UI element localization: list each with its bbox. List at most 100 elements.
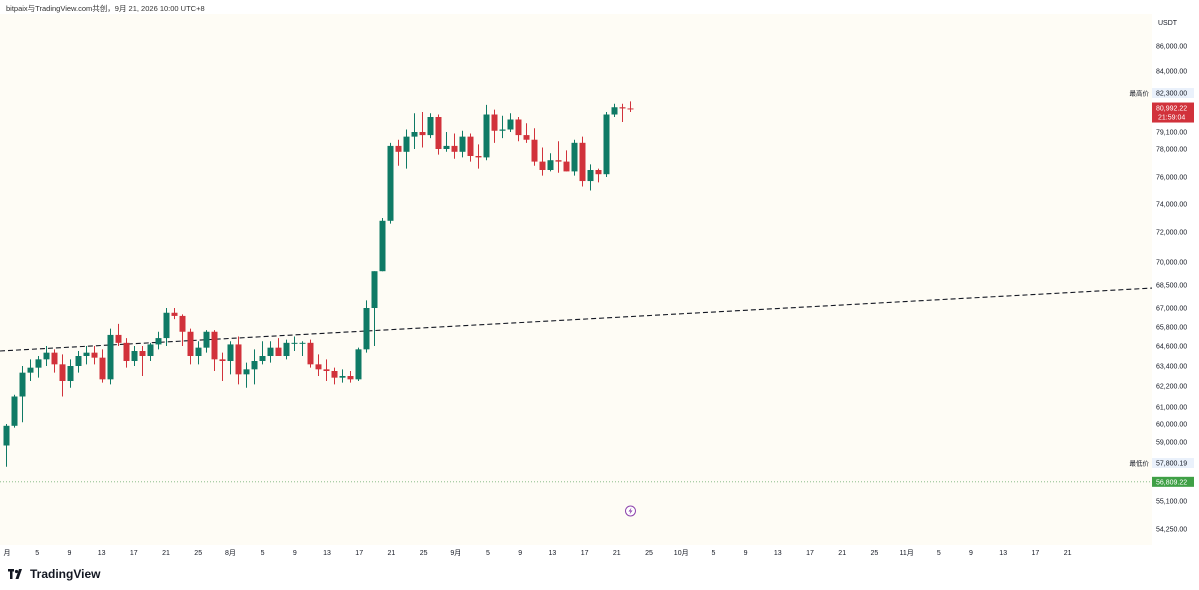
time-tick: 9 [518,550,522,557]
candle-body [219,359,226,361]
price-tick: 70,000.00 [1156,260,1187,267]
candle-body [195,347,202,356]
price-tick: 78,000.00 [1156,147,1187,154]
candle-body [147,344,154,356]
candle-body [547,160,554,170]
candle-body [523,135,530,140]
candle-body [531,139,538,162]
price-tick: 67,000.00 [1156,306,1187,313]
current-price-badge [1152,102,1194,123]
candle-body [451,145,458,152]
candle-body [179,315,186,332]
candle-body [507,119,514,130]
price-tick: 61,000.00 [1156,405,1187,412]
candle-body [99,357,106,380]
candle-body [203,331,210,348]
candle-body [347,376,354,380]
candle-body [11,396,18,426]
time-tick: 9 [67,550,71,557]
candle-body [395,145,402,152]
chart-plot-area[interactable]: 最高价 最低价 [0,14,1153,545]
lightning-bolt [628,507,633,515]
candle-body [235,344,242,375]
candle-body [187,331,194,356]
time-tick: 17 [806,550,814,557]
candle-body [35,359,42,368]
time-tick: 17 [130,550,138,557]
time-axis[interactable]: 月 5 9 13 17 21 25 8月 5 9 13 17 21 25 9月 5 9 13 17 21 25 10月 5 9… [0,545,1199,561]
dotted-line-value: 56,809.22 [1156,479,1187,486]
candle-body [323,369,330,371]
price-tick: 54,250.00 [1156,527,1187,534]
price-tick: 74,000.00 [1156,202,1187,209]
high-price-value: 82,300.00 [1156,91,1187,98]
candle-body [283,342,290,356]
price-tick: 62,200.00 [1156,384,1187,391]
candle-body [163,312,170,339]
candle-body [363,308,370,350]
candle-body [387,145,394,221]
candle-body [139,351,146,356]
time-tick: 21 [613,550,621,557]
current-price-value: 80,992.22 [1156,106,1187,113]
price-tick: 84,000.00 [1156,69,1187,76]
candle-body [459,136,466,152]
candle-body [43,352,50,360]
time-tick: 25 [645,550,653,557]
low-price-value: 57,800.19 [1156,460,1187,467]
candle-body [555,160,562,162]
time-tick: 25 [871,550,879,557]
time-axis-labels: 月 5 9 13 17 21 25 8月 5 9 13 17 21 25 9月 5 9 13 17 21 25 10月 5 9… [4,549,1072,557]
candle-body [299,342,306,344]
trend-line [0,287,1153,352]
tradingview-logo-icon [8,569,22,579]
candle-body [291,342,298,344]
candle-body [259,356,266,361]
price-tick: 65,800.00 [1156,325,1187,332]
time-tick: 月 [4,549,11,557]
time-tick: 25 [420,550,428,557]
candle-body [427,117,434,136]
candle-body [603,114,610,175]
candle-body [619,107,626,109]
price-tick: 59,000.00 [1156,440,1187,447]
price-tick: 79,100.00 [1156,130,1187,137]
candle-body [67,366,74,381]
candle-body [491,114,498,131]
candle-body [579,142,586,182]
time-tick: 9 [969,550,973,557]
candle-body [467,136,474,156]
time-tick: 21 [388,550,396,557]
price-axis[interactable]: USDT86,000.0084,000.0080,700.0079,100.00… [1152,14,1199,545]
candle-body [227,344,234,361]
candle-body [475,156,482,158]
currency-label: USDT [1158,20,1178,27]
price-tick: 68,500.00 [1156,283,1187,290]
candle-body [211,331,218,360]
tradingview-logo-text: TradingView [30,567,101,581]
candle-body [443,145,450,149]
candle-body [515,119,522,136]
candle-body [59,364,66,381]
time-tick: 8月 [225,549,236,557]
candle-body [251,361,258,370]
candle-body [355,349,362,380]
candle-body [19,372,26,397]
candle-body [75,356,82,366]
candle-body [171,312,178,316]
candle-body [123,342,130,361]
candle-body [595,170,602,175]
candle-body [51,352,58,365]
candle-body [331,371,338,378]
candle-body [379,220,386,272]
time-tick: 9 [293,550,297,557]
candle-body [267,347,274,356]
price-tick: 86,000.00 [1156,44,1187,51]
time-tick: 11月 [899,549,913,557]
candle-body [107,334,114,380]
time-tick: 17 [581,550,589,557]
tradingview-logo[interactable]: TradingView [8,567,100,581]
time-tick: 25 [194,550,202,557]
price-tick: 60,000.00 [1156,422,1187,429]
